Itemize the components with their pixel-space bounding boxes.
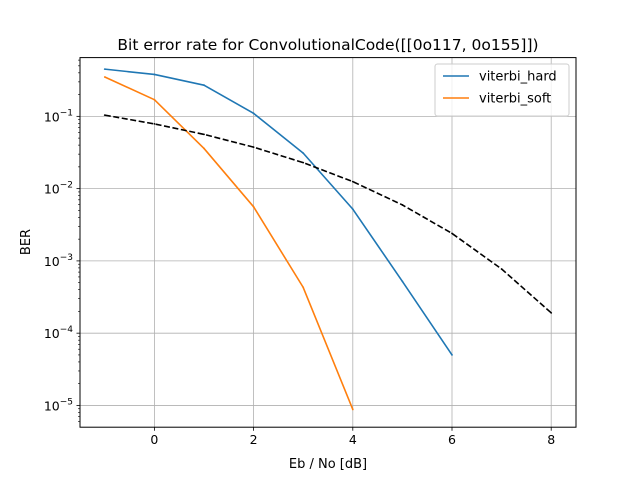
y-tick-label: 10−1 <box>44 108 73 124</box>
x-tick-label: 4 <box>349 432 357 447</box>
y-tick-label-base: 10 <box>44 326 60 341</box>
plot-frame <box>79 57 577 428</box>
data-point <box>153 98 156 101</box>
chart-title: Bit error rate for ConvolutionalCode([[0… <box>117 36 538 54</box>
data-point <box>302 286 305 289</box>
y-tick-label-base: 10 <box>44 254 60 269</box>
y-tick-label: 10−5 <box>44 397 73 413</box>
y-tick-label: 10−4 <box>44 325 73 341</box>
data-point <box>550 311 553 314</box>
data-point <box>351 208 354 211</box>
data-point <box>351 180 354 183</box>
series-layer <box>103 68 553 411</box>
data-point <box>203 84 205 87</box>
ticks-layer: 0 2 4 6 810−510−410−310−210−1 <box>44 59 555 447</box>
y-tick-label-exponent: −2 <box>60 181 73 191</box>
data-point <box>103 76 106 78</box>
data-point <box>252 146 255 149</box>
data-point <box>451 232 453 235</box>
y-tick-label-base: 10 <box>44 182 60 197</box>
data-point <box>103 68 106 71</box>
y-tick-label-exponent: −5 <box>60 397 73 407</box>
data-point <box>500 268 503 270</box>
legend-label: viterbi_soft <box>479 92 551 107</box>
x-tick-label: 2 <box>250 432 258 447</box>
data-point <box>252 112 255 115</box>
y-tick-label-base: 10 <box>44 398 60 413</box>
x-axis-label: Eb / No [dB] <box>289 457 367 472</box>
data-point <box>153 73 156 76</box>
x-tick-label: 8 <box>547 432 555 447</box>
y-tick-label-exponent: −3 <box>60 253 73 263</box>
y-tick-label: 10−3 <box>44 253 73 269</box>
data-point <box>451 354 453 356</box>
series-line-reference <box>104 114 552 314</box>
y-tick-label: 10−2 <box>44 181 73 197</box>
data-point <box>153 123 156 125</box>
x-tick-label: 6 <box>448 432 456 447</box>
y-tick-label-exponent: −1 <box>60 108 73 118</box>
data-point <box>401 280 404 283</box>
y-tick-label-base: 10 <box>44 109 60 124</box>
y-axis-label: BER <box>19 229 34 255</box>
legend-box <box>434 63 570 117</box>
series-line-viterbi-soft <box>104 76 354 410</box>
data-point <box>302 152 305 155</box>
series-line-viterbi-hard <box>104 68 453 356</box>
data-point <box>302 161 305 164</box>
data-point <box>252 205 255 208</box>
data-point <box>203 133 205 136</box>
data-point <box>203 147 205 150</box>
y-tick-label-exponent: −4 <box>60 325 74 335</box>
legend: viterbi_hard viterbi_soft <box>434 63 570 117</box>
legend-label: viterbi_hard <box>479 70 557 85</box>
data-point <box>351 408 354 411</box>
data-point <box>401 204 404 206</box>
x-tick-label: 0 <box>150 432 158 447</box>
data-point <box>103 114 106 117</box>
